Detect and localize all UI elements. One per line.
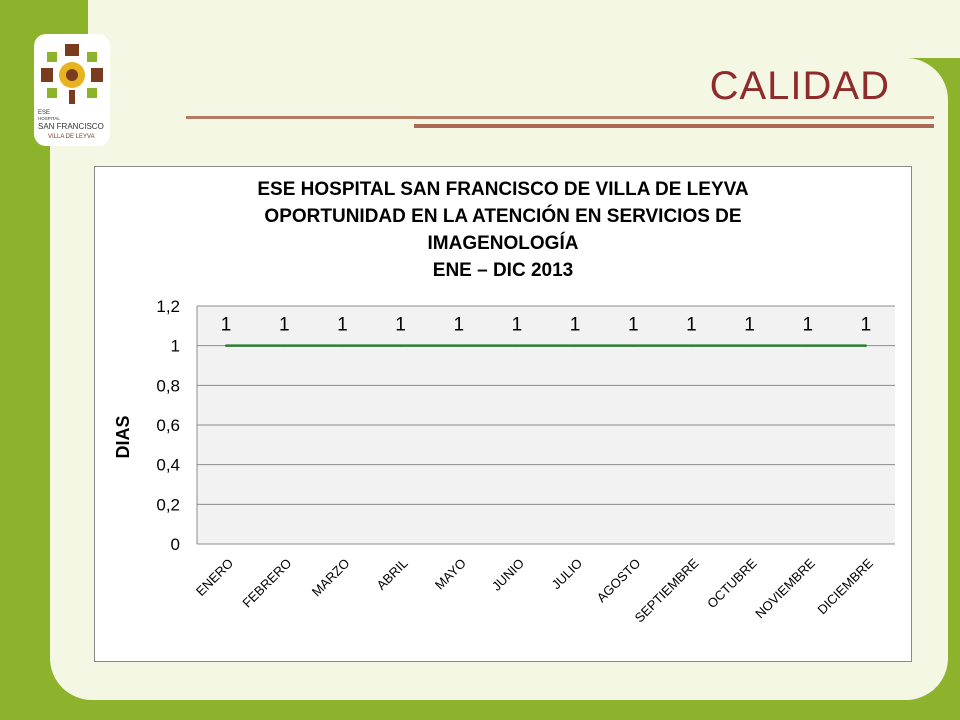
data-point	[399, 344, 402, 347]
x-tick-label: FEBRERO	[239, 556, 294, 611]
data-point	[515, 344, 519, 347]
data-point	[283, 344, 286, 347]
chart-title: ESE HOSPITAL SAN FRANCISCO DE VILLA DE L…	[257, 179, 749, 281]
x-axis-ticks: ENERO FEBRERO MARZO ABRIL MAYO JUNIO JULIO AGOS…	[193, 555, 876, 625]
y-tick-label: 1,2	[156, 297, 180, 316]
data-point	[224, 344, 228, 347]
x-tick-label: JULIO	[549, 556, 586, 593]
data-label: 1	[279, 315, 290, 336]
y-tick-label: 0,2	[156, 495, 180, 514]
y-tick-label: 0,4	[156, 456, 180, 475]
data-point	[573, 344, 577, 347]
data-label: 1	[861, 315, 872, 336]
series-line	[224, 344, 868, 347]
y-tick-label: 0	[171, 535, 180, 554]
data-label: 1	[221, 315, 232, 336]
data-label: 1	[744, 315, 755, 336]
x-tick-label: MAYO	[432, 556, 469, 593]
logo-text-4: VILLA DE LEYVA	[48, 134, 95, 140]
chart-title-line-3: IMAGENOLOGÍA	[428, 232, 579, 254]
line-chart: ESE HOSPITAL SAN FRANCISCO DE VILLA DE L…	[113, 179, 895, 625]
y-axis-ticks: 0 0,2 0,4 0,6 0,8 1 1,2	[156, 297, 180, 554]
y-tick-label: 1	[171, 337, 180, 356]
data-point	[864, 344, 868, 347]
logo-text-3: SAN FRANCISCO	[38, 122, 104, 131]
data-point	[748, 344, 751, 347]
logo-text-1: ESE	[38, 110, 50, 116]
chart-container: ESE HOSPITAL SAN FRANCISCO DE VILLA DE L…	[94, 166, 912, 662]
data-label: 1	[337, 315, 348, 336]
chart-title-line-2: OPORTUNIDAD EN LA ATENCIÓN EN SERVICIOS …	[264, 205, 741, 227]
title-underline-top	[186, 116, 934, 119]
data-point	[341, 344, 344, 347]
x-tick-label: AGOSTO	[594, 556, 644, 606]
slide-title: CALIDAD	[709, 64, 890, 108]
data-label: 1	[802, 315, 813, 336]
data-label: 1	[512, 315, 523, 336]
data-point	[457, 344, 460, 347]
data-label: 1	[686, 315, 697, 336]
x-tick-label: DICIEMBRE	[814, 555, 876, 617]
x-tick-label: OCTUBRE	[704, 555, 760, 611]
x-tick-label: ENERO	[193, 556, 236, 599]
data-point	[632, 344, 635, 347]
y-tick-label: 0,8	[156, 376, 180, 395]
chart-title-line-1: ESE HOSPITAL SAN FRANCISCO DE VILLA DE L…	[257, 179, 749, 200]
hospital-logo: ESE HOSPITAL SAN FRANCISCO VILLA DE LEYV…	[34, 34, 110, 146]
data-point	[690, 344, 693, 347]
data-label: 1	[395, 315, 406, 336]
x-tick-label: ABRIL	[374, 556, 411, 593]
x-tick-label: JUNIO	[489, 556, 527, 594]
data-point	[806, 344, 809, 347]
x-tick-label: MARZO	[309, 556, 353, 600]
y-tick-label: 0,6	[156, 416, 180, 435]
data-labels: 1 1 1 1 1 1 1 1 1 1 1 1	[221, 315, 871, 336]
top-band	[88, 0, 960, 58]
x-tick-label: NOVIEMBRE	[752, 555, 818, 621]
data-label: 1	[570, 315, 581, 336]
title-underline-bottom	[414, 124, 934, 128]
data-label: 1	[453, 315, 464, 336]
data-label: 1	[628, 315, 639, 336]
y-axis-label: DIAS	[113, 415, 133, 458]
hospital-logo-graphic: ESE HOSPITAL SAN FRANCISCO VILLA DE LEYV…	[38, 44, 104, 140]
chart-title-line-4: ENE – DIC 2013	[433, 260, 573, 281]
logo-text-2: HOSPITAL	[38, 116, 60, 121]
